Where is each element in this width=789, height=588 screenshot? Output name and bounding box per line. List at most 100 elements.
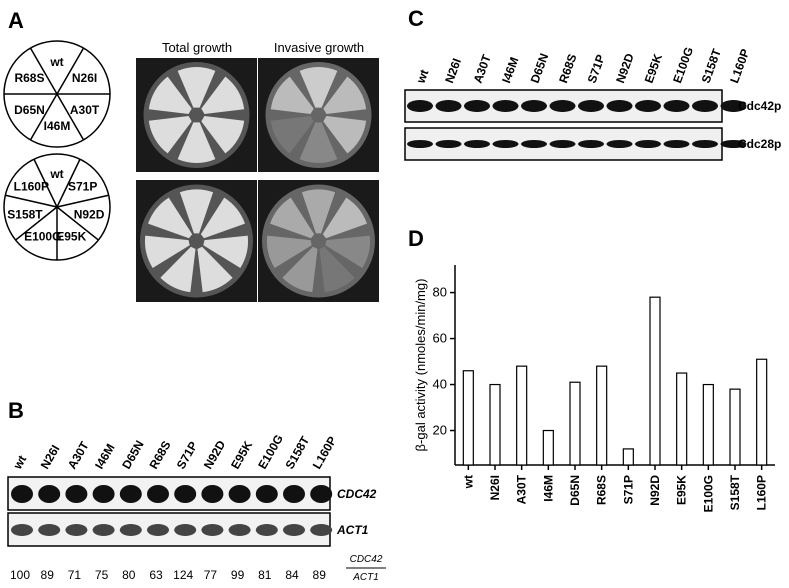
band (692, 140, 718, 148)
band (65, 524, 88, 536)
streak (323, 115, 367, 154)
band (255, 485, 278, 503)
ratio-value: 89 (41, 568, 55, 582)
sector-label: N92D (74, 207, 105, 221)
ratio-numerator: CDC42 (350, 554, 383, 565)
y-axis-label: β-gal activity (nmoles/min/mg) (413, 279, 428, 452)
band (283, 524, 305, 536)
band (692, 100, 718, 112)
band (407, 140, 433, 148)
x-tick-label: R68S (595, 475, 609, 505)
ratio-value: 77 (204, 568, 218, 582)
bar (756, 358, 768, 466)
x-tick-label: E100G (701, 475, 715, 512)
band (435, 100, 462, 112)
sector-label: E95K (56, 230, 86, 244)
blot-label: Cdc42p (738, 99, 781, 113)
ratio-denominator: ACT1 (352, 572, 379, 583)
lane-label: E95K (642, 52, 666, 85)
band (720, 100, 747, 112)
lane-label: wt (10, 453, 29, 472)
lane-label: A30T (65, 439, 92, 472)
sector-label: E100G (24, 230, 61, 244)
panel-label: B (8, 398, 24, 423)
ratio-value: 89 (313, 568, 327, 582)
ratio-value: 100 (10, 568, 30, 582)
band (492, 100, 519, 112)
band (92, 485, 115, 503)
band (464, 100, 490, 112)
y-tick-label: 40 (433, 377, 447, 392)
sector-line (56, 194, 109, 208)
streak (322, 197, 367, 239)
band (606, 140, 633, 148)
streak (145, 235, 190, 269)
sector-label: S71P (68, 180, 97, 194)
band (38, 485, 61, 503)
streak (270, 115, 314, 154)
streak (299, 67, 338, 108)
column-header: Total growth (162, 40, 232, 55)
band (549, 100, 576, 112)
streak (177, 122, 216, 163)
y-tick-label: 20 (433, 423, 447, 438)
streak (179, 189, 214, 234)
sector-label: wt (49, 167, 63, 181)
band (663, 140, 690, 148)
lane-label: L160P (727, 47, 752, 85)
ratio-value: 81 (258, 568, 272, 582)
sector-line (56, 93, 85, 141)
sector-line (56, 47, 85, 95)
band (720, 140, 747, 148)
y-tick-label: 60 (433, 331, 447, 346)
band (578, 100, 604, 112)
sector-label: A30T (70, 103, 100, 117)
streak (160, 246, 196, 293)
band (549, 140, 576, 148)
bar (462, 370, 474, 466)
band (464, 140, 490, 148)
sector-label: D65N (14, 103, 45, 117)
band (11, 524, 33, 536)
streak (301, 189, 336, 234)
panel-label: D (408, 226, 424, 251)
band (663, 100, 690, 112)
streak (282, 246, 318, 293)
sector-line (5, 194, 58, 208)
lane-label: E100G (255, 432, 286, 471)
lane-label: D65N (119, 438, 146, 472)
band (147, 524, 169, 536)
lane-label: E100G (670, 45, 696, 85)
lane-label: R68S (556, 52, 579, 85)
blot-label: CDC42 (337, 487, 377, 501)
streak (299, 122, 338, 163)
streak (148, 197, 193, 239)
x-tick-label: L160P (755, 475, 769, 510)
lane-label: N92D (613, 51, 637, 85)
lane-label: N26I (442, 56, 464, 85)
bar (516, 365, 528, 466)
ratio-value: 84 (285, 568, 299, 582)
bar (702, 383, 714, 466)
lane-label: S158T (282, 433, 312, 471)
x-tick-label: N92D (648, 475, 662, 506)
streak (148, 115, 192, 154)
band (228, 524, 251, 536)
streak (267, 235, 312, 269)
streak (148, 76, 192, 115)
lane-label: S158T (699, 46, 724, 85)
sector-line (56, 206, 99, 241)
ratio-value: 99 (231, 568, 245, 582)
band (635, 140, 661, 148)
streak (200, 197, 245, 239)
ratio-value: 71 (68, 568, 82, 582)
streak (270, 76, 314, 115)
band (11, 485, 33, 503)
bar (622, 448, 634, 466)
x-tick-label: I46M (541, 475, 555, 502)
band (606, 100, 633, 112)
streak (203, 235, 249, 269)
blot-label: Cdc28p (738, 137, 781, 151)
band (65, 485, 88, 503)
ratio-value: 124 (173, 568, 193, 582)
